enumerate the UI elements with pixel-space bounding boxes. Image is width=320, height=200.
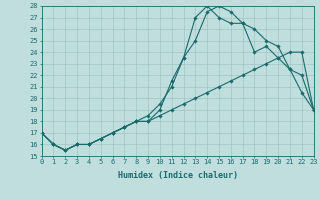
X-axis label: Humidex (Indice chaleur): Humidex (Indice chaleur) xyxy=(118,171,237,180)
